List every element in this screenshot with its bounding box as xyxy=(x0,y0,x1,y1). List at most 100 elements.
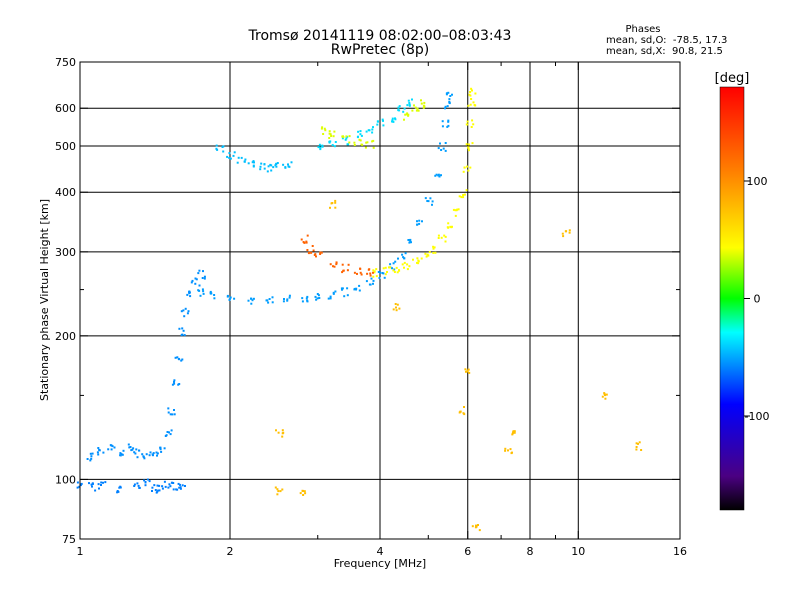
data-point xyxy=(358,138,361,141)
data-point xyxy=(469,166,472,169)
data-point xyxy=(431,200,434,203)
data-point xyxy=(437,174,440,177)
data-point xyxy=(353,141,356,144)
data-point xyxy=(452,208,455,211)
data-point xyxy=(332,135,335,138)
data-point xyxy=(346,269,349,272)
data-point xyxy=(172,488,175,491)
stats-line-o: mean, sd,O: -78.5, 17.3 xyxy=(606,35,727,46)
data-point xyxy=(411,109,414,112)
data-point xyxy=(304,492,307,495)
data-point xyxy=(467,169,470,172)
data-point xyxy=(404,113,407,116)
data-point xyxy=(288,296,291,299)
data-point xyxy=(404,252,407,255)
data-point xyxy=(450,226,453,229)
data-point xyxy=(321,144,324,147)
stats-line-x: mean, sd,X: 90.8, 21.5 xyxy=(606,46,723,57)
data-point xyxy=(369,272,372,275)
data-point xyxy=(175,488,178,491)
data-point xyxy=(167,411,170,414)
data-point xyxy=(406,104,409,107)
data-point xyxy=(428,251,431,254)
data-point xyxy=(447,119,450,122)
data-point xyxy=(198,284,201,287)
data-point xyxy=(638,441,641,444)
data-point xyxy=(107,448,110,451)
data-point xyxy=(417,259,420,262)
data-point xyxy=(384,266,387,269)
data-point xyxy=(333,145,336,148)
data-point xyxy=(138,486,141,489)
data-point xyxy=(392,308,395,311)
data-point xyxy=(463,166,466,169)
data-point xyxy=(275,429,277,432)
data-point xyxy=(368,268,371,271)
data-point xyxy=(423,101,426,104)
data-point xyxy=(202,270,204,273)
data-point xyxy=(420,99,422,102)
data-point xyxy=(640,449,643,451)
data-point xyxy=(402,256,405,259)
data-point xyxy=(392,262,395,265)
data-point xyxy=(163,480,166,483)
data-points xyxy=(76,87,643,532)
data-point xyxy=(348,135,351,138)
data-point xyxy=(144,484,147,487)
data-point xyxy=(440,236,443,239)
data-point xyxy=(446,125,449,128)
data-point xyxy=(471,142,474,145)
data-point xyxy=(324,129,327,132)
data-point xyxy=(167,407,170,410)
data-point xyxy=(467,104,470,107)
data-point xyxy=(396,303,399,306)
data-point xyxy=(313,254,316,256)
data-point xyxy=(358,289,361,292)
data-point xyxy=(513,430,516,433)
data-point xyxy=(433,246,436,249)
data-point xyxy=(471,525,474,528)
data-point xyxy=(119,485,122,488)
data-point xyxy=(119,452,122,455)
data-point xyxy=(252,160,255,163)
data-point xyxy=(173,413,176,416)
series-f-layer-x-mode xyxy=(372,87,477,278)
data-point xyxy=(329,206,331,209)
data-point xyxy=(394,303,397,305)
data-point xyxy=(287,163,289,166)
data-point xyxy=(251,161,254,164)
data-point xyxy=(392,269,395,272)
data-point xyxy=(444,235,447,238)
x-tick-label: 4 xyxy=(377,545,384,558)
data-point xyxy=(173,380,175,383)
data-point xyxy=(306,249,309,251)
data-point xyxy=(213,294,216,296)
data-point xyxy=(186,312,189,315)
data-point xyxy=(359,130,362,133)
data-point xyxy=(513,431,516,434)
data-point xyxy=(366,272,369,275)
data-point xyxy=(444,142,447,144)
data-point xyxy=(432,245,435,248)
data-point xyxy=(90,483,93,486)
data-point xyxy=(635,446,638,448)
data-point xyxy=(329,133,332,136)
data-point xyxy=(171,413,174,416)
data-point xyxy=(467,143,470,146)
data-point xyxy=(407,99,410,102)
data-point xyxy=(174,356,177,359)
data-point xyxy=(370,277,373,280)
data-point xyxy=(259,168,262,171)
data-point xyxy=(283,298,285,300)
data-point xyxy=(343,295,346,298)
data-point xyxy=(157,489,160,492)
data-point xyxy=(148,480,151,483)
data-point xyxy=(119,454,122,457)
data-point xyxy=(398,105,401,108)
data-point xyxy=(259,165,262,168)
data-point xyxy=(80,482,83,485)
data-point xyxy=(98,487,100,490)
data-point xyxy=(240,156,243,159)
data-point xyxy=(286,298,289,301)
